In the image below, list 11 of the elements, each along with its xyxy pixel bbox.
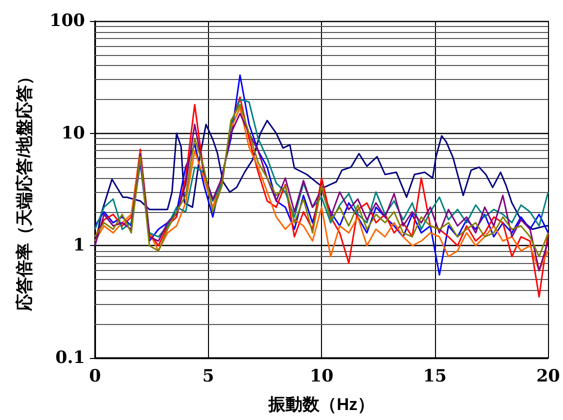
- x-tick-label: 0: [89, 366, 102, 386]
- x-tick-label: 10: [310, 366, 334, 386]
- y-tick-label: 100: [50, 11, 86, 31]
- y-tick-label: 10: [61, 123, 86, 144]
- y-tick-label: 0.1: [55, 348, 85, 368]
- y-tick-label: 1: [73, 236, 85, 256]
- x-tick-label: 20: [536, 366, 560, 386]
- x-axis-title: 振動数（Hz）: [268, 395, 374, 414]
- x-tick-label: 5: [202, 366, 214, 386]
- y-axis-title: 応答倍率（天端応答/地盤応答）: [15, 68, 34, 312]
- x-tick-label: 15: [423, 366, 447, 386]
